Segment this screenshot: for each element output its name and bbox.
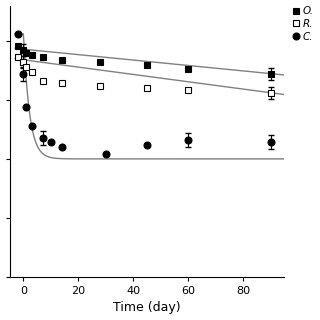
Legend: O., R., C.: O., R., C.	[292, 5, 315, 43]
X-axis label: Time (day): Time (day)	[113, 301, 181, 315]
